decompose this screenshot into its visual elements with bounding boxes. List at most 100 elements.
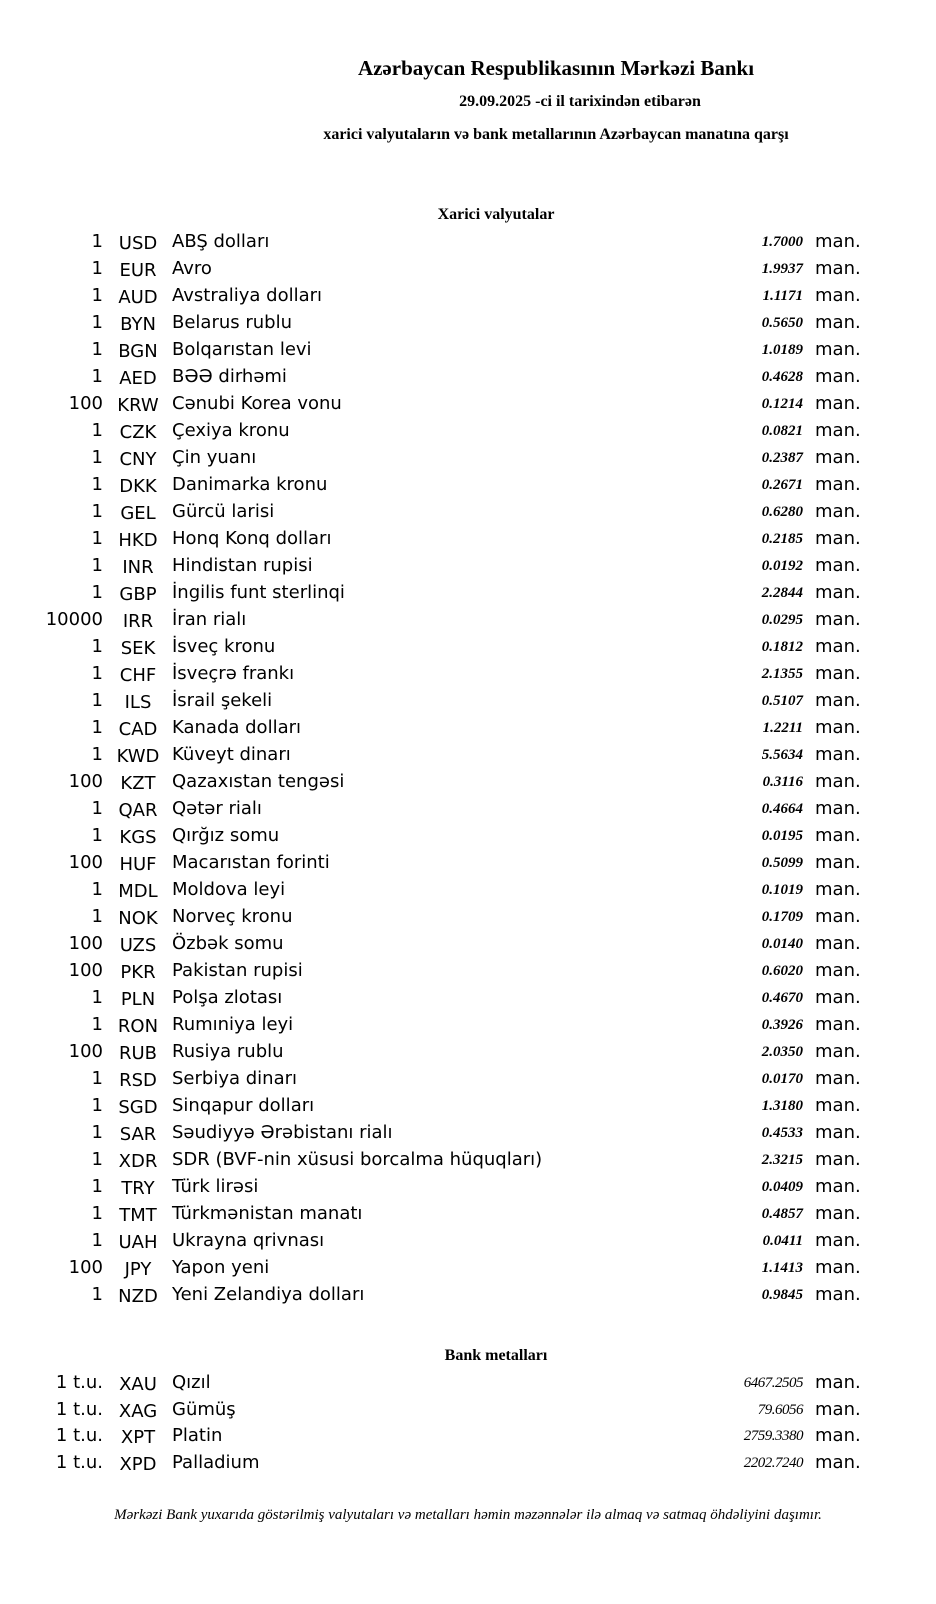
- currency-code: XAU: [119, 1374, 157, 1395]
- currency-name: Qızıl: [172, 1372, 211, 1393]
- rate-value: 1.9937: [761, 261, 803, 277]
- rate-row: 1 HKD Honq Konq dolları 0.2185 man.: [0, 528, 936, 555]
- quantity: 1: [91, 420, 103, 441]
- rate-value: 0.6020: [761, 963, 803, 979]
- currency-name: Polşa zlotası: [172, 987, 283, 1008]
- unit-label: man.: [815, 906, 861, 927]
- rate-row: 1 CHF İsveçrə frankı 2.1355 man.: [0, 663, 936, 690]
- rate-value: 2.0350: [761, 1044, 803, 1060]
- quantity: 1: [91, 1230, 103, 1251]
- currency-code: MDL: [118, 881, 158, 902]
- currency-code: INR: [122, 557, 154, 578]
- unit-label: man.: [815, 447, 861, 468]
- rate-value: 1.3180: [761, 1098, 803, 1114]
- rate-row: 1 AUD Avstraliya dolları 1.1171 man.: [0, 285, 936, 312]
- currency-name: Ukrayna qrivnası: [172, 1230, 325, 1251]
- currency-code: TRY: [121, 1178, 155, 1199]
- rate-row: 1 QAR Qətər rialı 0.4664 man.: [0, 798, 936, 825]
- currency-name: Moldova leyi: [172, 879, 286, 900]
- unit-label: man.: [815, 1203, 861, 1224]
- currency-name: Norveç kronu: [172, 906, 293, 927]
- unit-label: man.: [815, 636, 861, 657]
- unit-label: man.: [815, 1014, 861, 1035]
- unit-label: man.: [815, 474, 861, 495]
- currency-name: İsrail şekeli: [172, 690, 273, 711]
- rate-value: 0.0140: [761, 936, 803, 952]
- currency-name: Macarıstan forinti: [172, 852, 330, 873]
- rate-row: 1 TMT Türkmənistan manatı 0.4857 man.: [0, 1203, 936, 1230]
- rate-row: 1 TRY Türk lirəsi 0.0409 man.: [0, 1176, 936, 1203]
- unit-label: man.: [815, 1230, 861, 1251]
- currency-name: İsveç kronu: [172, 636, 276, 657]
- unit-label: man.: [815, 609, 861, 630]
- rate-row: 10000 IRR İran rialı 0.0295 man.: [0, 609, 936, 636]
- currency-code: HKD: [118, 530, 158, 551]
- quantity: 1: [91, 501, 103, 522]
- rate-value: 0.2387: [761, 450, 803, 466]
- currency-name: Pakistan rupisi: [172, 960, 303, 981]
- quantity: 1: [91, 339, 103, 360]
- currency-code: AED: [119, 368, 157, 389]
- rate-row: 1 RON Rumıniya leyi 0.3926 man.: [0, 1014, 936, 1041]
- unit-label: man.: [815, 744, 861, 765]
- rate-row: 1 t.u. XPT Platin 2759.3380 man.: [0, 1425, 936, 1452]
- quantity: 1: [91, 1203, 103, 1224]
- currency-code: KZT: [120, 773, 156, 794]
- currency-name: Qırğız somu: [172, 825, 280, 846]
- rate-row: 100 PKR Pakistan rupisi 0.6020 man.: [0, 960, 936, 987]
- rate-value: 79.6056: [757, 1401, 804, 1418]
- currency-name: Platin: [172, 1425, 223, 1447]
- rate-row: 100 UZS Özbək somu 0.0140 man.: [0, 933, 936, 960]
- unit-label: man.: [815, 663, 861, 684]
- quantity: 1: [91, 285, 103, 306]
- rate-row: 100 KRW Cənubi Korea vonu 0.1214 man.: [0, 393, 936, 420]
- currency-name: Sinqapur dolları: [172, 1095, 315, 1116]
- currency-code: EUR: [119, 260, 157, 281]
- quantity: 1: [91, 447, 103, 468]
- quantity: 100: [68, 933, 103, 954]
- rate-value: 0.1019: [761, 882, 803, 898]
- unit-label: man.: [815, 798, 861, 819]
- rate-value: 2.1355: [761, 666, 803, 682]
- rate-row: 1 BYN Belarus rublu 0.5650 man.: [0, 312, 936, 339]
- quantity: 1 t.u.: [55, 1398, 103, 1420]
- quantity: 1: [91, 312, 103, 333]
- currency-name: Honq Konq dolları: [172, 528, 332, 549]
- currency-code: SAR: [119, 1124, 157, 1145]
- section-heading-metals: Bank metalları: [444, 1347, 548, 1364]
- unit-label: man.: [815, 393, 861, 414]
- unit-label: man.: [815, 1095, 861, 1116]
- rate-value: 0.0170: [761, 1071, 803, 1087]
- unit-label: man.: [815, 1041, 861, 1062]
- currency-name: Cənubi Korea vonu: [172, 393, 342, 414]
- rate-value: 0.4533: [761, 1125, 803, 1141]
- currency-code: BGN: [118, 341, 158, 362]
- unit-label: man.: [815, 852, 861, 873]
- rate-value: 0.2671: [761, 477, 803, 493]
- rate-row: 1 INR Hindistan rupisi 0.0192 man.: [0, 555, 936, 582]
- rate-row: 1 CNY Çin yuanı 0.2387 man.: [0, 447, 936, 474]
- rate-value: 0.4670: [761, 990, 803, 1006]
- currency-code: KGS: [119, 827, 157, 848]
- rate-value: 1.0189: [761, 342, 803, 358]
- currency-code: NOK: [118, 908, 158, 929]
- unit-label: man.: [815, 1372, 861, 1393]
- currency-code: USD: [118, 233, 158, 254]
- rate-row: 1 USD ABŞ dolları 1.7000 man.: [0, 231, 936, 258]
- rate-row: 1 BGN Bolqarıstan levi 1.0189 man.: [0, 339, 936, 366]
- rate-row: 1 RSD Serbiya dinarı 0.0170 man.: [0, 1068, 936, 1095]
- disclaimer-footer: Mərkəzi Bank yuxarıda göstərilmiş valyut…: [114, 1507, 822, 1523]
- rate-row: 1 t.u. XPD Palladium 2202.7240 man.: [0, 1452, 936, 1479]
- quantity: 1: [91, 1068, 103, 1089]
- page-subtitle: xarici valyutaların və bank metallarının…: [323, 126, 789, 143]
- rate-value: 0.0295: [761, 612, 803, 628]
- rate-row: 1 KWD Küveyt dinarı 5.5634 man.: [0, 744, 936, 771]
- rate-row: 100 JPY Yapon yeni 1.1413 man.: [0, 1257, 936, 1284]
- currency-name: SDR (BVF-nin xüsusi borcalma hüquqları): [172, 1149, 543, 1170]
- quantity: 1: [91, 582, 103, 603]
- unit-label: man.: [815, 690, 861, 711]
- currency-name: Türkmənistan manatı: [172, 1203, 363, 1224]
- currency-code: CAD: [118, 719, 158, 740]
- rate-value: 0.4628: [761, 369, 803, 385]
- currency-name: Yeni Zelandiya dolları: [172, 1284, 365, 1305]
